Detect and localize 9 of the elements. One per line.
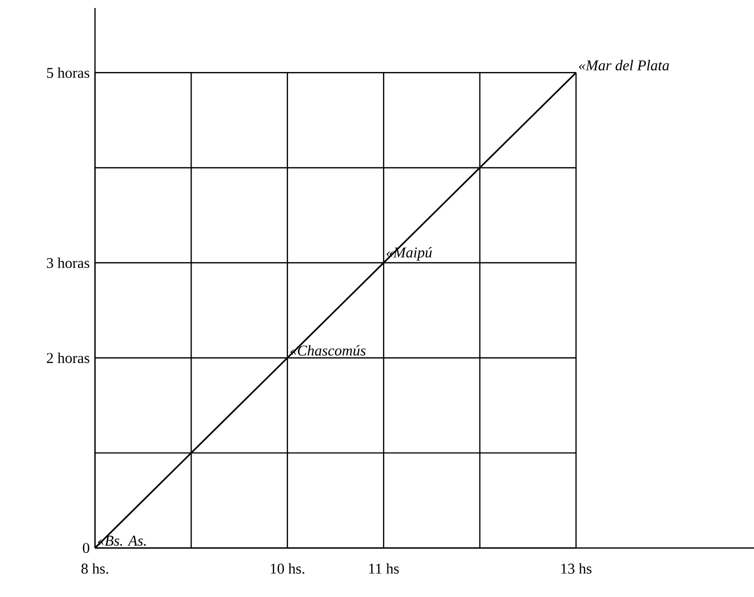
x-tick-label: 11 hs [369,563,399,574]
y-tick-label: 5 horas [47,67,90,78]
x-tick-label: 10 hs. [270,563,304,574]
annotation: «Mar del Plata [579,60,669,70]
x-tick-label: 8 hs. [81,563,108,574]
y-tick-label: 0 [82,542,90,554]
y-tick-label: 3 horas [46,258,90,268]
x-tick-label: 13 hs [561,563,592,574]
y-tick-label: 2 horas [46,352,90,364]
